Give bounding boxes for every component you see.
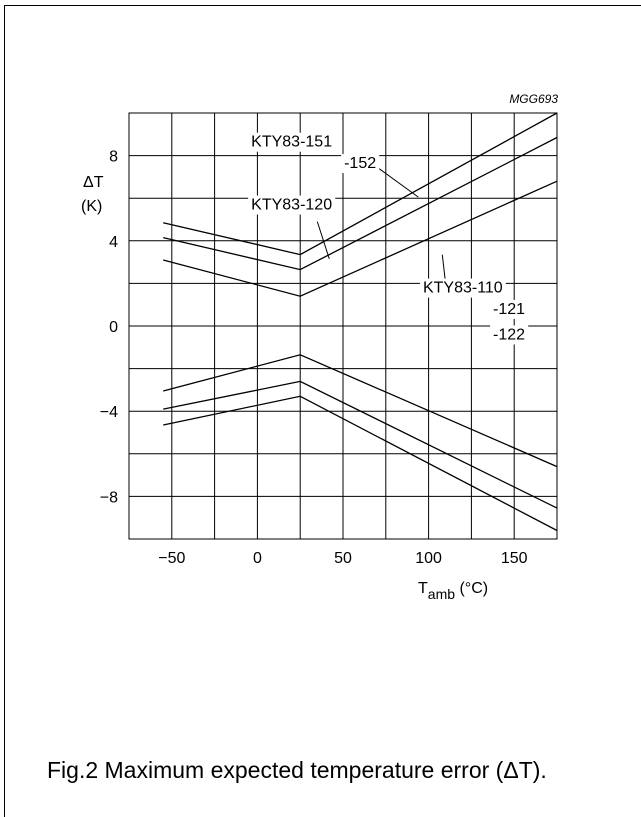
x-tick-label: −50: [158, 550, 185, 567]
figure-frame: [4, 5, 641, 817]
x-tick-label: 150: [501, 550, 528, 567]
y-tick-label: −8: [100, 489, 118, 506]
annotation-background: [419, 278, 506, 298]
annotation-leader-line: [376, 166, 419, 198]
y-tick-label: 8: [109, 149, 118, 166]
x-tick-label: 100: [415, 550, 442, 567]
annotation-label-110: KTY83-110: [423, 280, 503, 297]
axis-ticks: −50 0 50 100 150 8 4 0 −4 −8: [100, 149, 528, 567]
chart-code: MGG693: [509, 92, 558, 106]
series-line: [163, 136, 558, 271]
annotation-leader-line: [316, 221, 330, 260]
y-tick-label: 4: [109, 234, 118, 251]
y-axis-label-symbol: ΔT: [83, 174, 104, 191]
annotation-label-151: KTY83-151: [251, 134, 332, 151]
y-tick-label: −4: [100, 404, 118, 421]
x-axis-label-unit: (°C): [459, 580, 488, 597]
annotation-background: [248, 195, 336, 215]
annotation-background: [248, 132, 336, 152]
series-line: [163, 180, 558, 297]
x-axis-label-main: T: [418, 580, 428, 597]
y-axis-label-unit: (K): [81, 198, 102, 215]
annotation-background: [490, 299, 529, 319]
annotation-label-121: -121: [493, 301, 525, 318]
chart-series: [163, 112, 558, 532]
figure-caption: Fig.2 Maximum expected temperature error…: [47, 757, 547, 783]
series-line: [163, 380, 558, 509]
series-line: [163, 112, 558, 256]
x-tick-label: 50: [334, 550, 352, 567]
x-axis-label-sub: amb: [428, 586, 455, 602]
chart-annotations: KTY83-151 -152 KTY83-120 KTY83-110 -121 -122: [248, 132, 529, 345]
x-tick-label: 0: [253, 550, 262, 567]
chart-grid: [129, 113, 557, 539]
annotation-background: [341, 153, 380, 173]
annotation-label-122: -122: [493, 326, 525, 343]
annotation-label-152: -152: [344, 155, 376, 172]
annotation-background: [490, 325, 529, 345]
series-line: [163, 395, 558, 532]
plot-area-border: [128, 112, 558, 540]
x-axis-label: Tamb (°C): [418, 580, 488, 602]
series-line: [163, 354, 558, 468]
y-tick-label: 0: [109, 319, 118, 336]
annotation-label-120: KTY83-120: [251, 197, 332, 214]
